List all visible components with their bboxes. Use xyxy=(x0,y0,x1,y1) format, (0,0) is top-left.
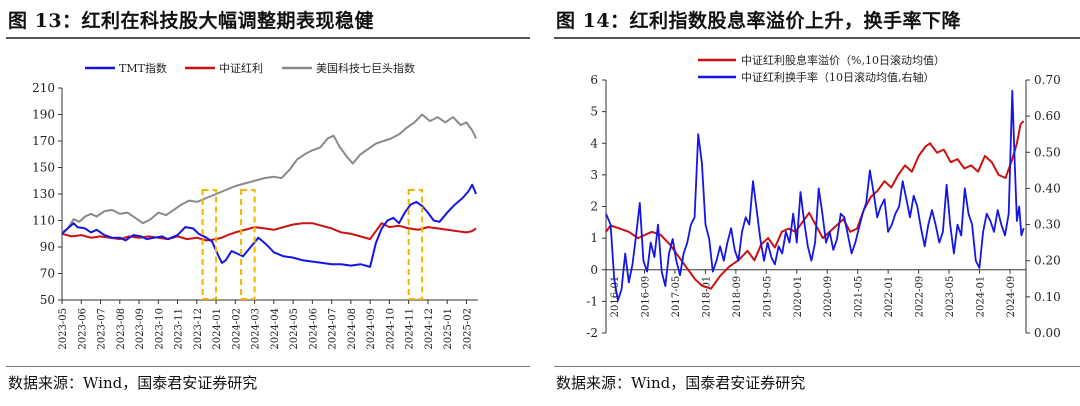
chart-title: 图 13：红利在科技股大幅调整期表现稳健 xyxy=(8,10,375,32)
y2-tick-label: 0.20 xyxy=(1034,254,1061,268)
tmt-line xyxy=(61,183,478,268)
x-tick-label: 2023-11 xyxy=(174,308,185,350)
source-note: 数据来源：Wind，国泰君安证券研究 xyxy=(8,374,258,392)
source-note: 数据来源：Wind，国泰君安证券研究 xyxy=(556,374,806,392)
x-tick-label: 2024-09 xyxy=(366,308,377,350)
y-tick-label: 3 xyxy=(590,168,598,182)
legend-label: 中证红利股息率溢价（%,10日滚动均值） xyxy=(741,53,945,67)
y-tick-label: 5 xyxy=(590,105,598,119)
x-tick-label: 2024-01 xyxy=(976,276,987,318)
x-tick-label: 2022-01 xyxy=(884,276,895,318)
left-chart-panel: 图 13：红利在科技股大幅调整期表现稳健 50 70 90 110 130 150 170 1… xyxy=(0,0,530,406)
x-tick-label: 2024-04 xyxy=(270,308,281,350)
x-tick-label: 2024-01 xyxy=(212,308,223,350)
highlight-box xyxy=(407,189,424,300)
y-tick-label: 210 xyxy=(32,81,55,95)
legend-label: 中证红利换手率（10日滚动均值,右轴） xyxy=(741,70,935,84)
y-tick-label: 2 xyxy=(590,200,598,214)
y-tick-label: 150 xyxy=(32,161,55,175)
y-tick-label: 6 xyxy=(590,73,598,87)
y-tick-label: -2 xyxy=(586,326,598,340)
x-tick-label: 2016-01 xyxy=(610,276,621,318)
x-tick-label: 2018-01 xyxy=(701,276,712,318)
y-tick-label: 0 xyxy=(590,263,598,277)
y2-tick-label: 0.50 xyxy=(1034,145,1061,159)
x-tick-label: 2024-10 xyxy=(385,308,396,350)
legend-label: 美国科技七巨头指数 xyxy=(316,61,415,75)
source-rule xyxy=(6,366,530,367)
x-tick-label: 2022-09 xyxy=(915,276,926,318)
source-rule xyxy=(554,366,1080,367)
y-tick-label: 90 xyxy=(40,240,55,254)
y-tick-label: 4 xyxy=(590,136,598,150)
chart-title: 图 14：红利指数股息率溢价上升，换手率下降 xyxy=(556,10,962,32)
highlight-box xyxy=(201,189,218,300)
title-rule xyxy=(554,37,1080,39)
chart-13: 50 70 90 110 130 150 170 190 210 2023-05 2023-06 20… xyxy=(32,61,478,350)
y2-tick-label: 0.40 xyxy=(1034,181,1061,195)
x-tick-label: 2024-12 xyxy=(424,308,435,350)
y-tick-label: -1 xyxy=(586,294,598,308)
y-tick-label: 190 xyxy=(32,108,55,122)
x-tick-label: 2024-02 xyxy=(231,308,242,350)
x-tick-label: 2024-09 xyxy=(1006,276,1017,318)
x-tick-label: 2023-05 xyxy=(945,276,956,318)
x-tick-label: 2018-09 xyxy=(732,276,743,318)
x-tick-label: 2023-07 xyxy=(97,308,108,350)
y2-tick-label: 0.00 xyxy=(1034,326,1061,340)
y2-tick-label: 0.60 xyxy=(1034,109,1061,123)
legend-label: TMT指数 xyxy=(119,61,167,75)
y2-tick-label: 0.10 xyxy=(1034,290,1061,304)
y-tick-label: 170 xyxy=(32,134,55,148)
x-tick-label: 2024-11 xyxy=(405,308,416,350)
x-tick-label: 2020-09 xyxy=(823,276,834,318)
x-tick-label: 2023-10 xyxy=(154,308,165,350)
x-tick-label: 2019-05 xyxy=(762,276,773,318)
right-chart-panel: 图 14：红利指数股息率溢价上升，换手率下降 -2 -1 0 1 2 3 4 5 6 0.00 0.… xyxy=(548,0,1080,406)
x-tick-label: 2023-05 xyxy=(58,308,69,350)
x-tick-label: 2024-07 xyxy=(328,308,339,350)
turnover-line xyxy=(605,89,1025,302)
dividend-line xyxy=(61,222,477,242)
y2-tick-label: 0.70 xyxy=(1034,73,1061,87)
highlight-box xyxy=(240,189,256,300)
us-tech-line xyxy=(61,113,477,234)
y2-tick-label: 0.30 xyxy=(1034,218,1061,232)
x-tick-label: 2023-12 xyxy=(193,308,204,350)
y-tick-label: 130 xyxy=(32,187,55,201)
legend-label: 中证红利 xyxy=(219,62,263,75)
x-tick-label: 2020-01 xyxy=(793,276,804,318)
y-tick-label: 1 xyxy=(590,231,598,245)
x-tick-label: 2024-06 xyxy=(308,308,319,350)
x-tick-label: 2023-08 xyxy=(116,308,127,350)
y-tick-label: 70 xyxy=(40,267,55,281)
x-tick-label: 2025-02 xyxy=(462,308,473,350)
chart-14: -2 -1 0 1 2 3 4 5 6 0.00 0.10 0.20 0.30 0.40 0.50 0.60 0… xyxy=(586,53,1061,340)
title-rule xyxy=(6,37,530,39)
dividend-premium-line xyxy=(605,120,1025,290)
x-tick-label: 2017-05 xyxy=(671,276,682,318)
y-tick-label: 50 xyxy=(40,293,55,307)
x-tick-label: 2024-05 xyxy=(289,308,300,350)
x-tick-label: 2025-01 xyxy=(443,308,454,350)
x-tick-label: 2023-06 xyxy=(77,308,88,350)
x-tick-label: 2024-08 xyxy=(347,308,358,350)
y-tick-label: 110 xyxy=(32,214,55,228)
x-tick-label: 2024-03 xyxy=(251,308,262,350)
x-tick-label: 2016-09 xyxy=(640,276,651,318)
x-tick-label: 2023-09 xyxy=(135,308,146,350)
x-tick-label: 2021-05 xyxy=(854,276,865,318)
